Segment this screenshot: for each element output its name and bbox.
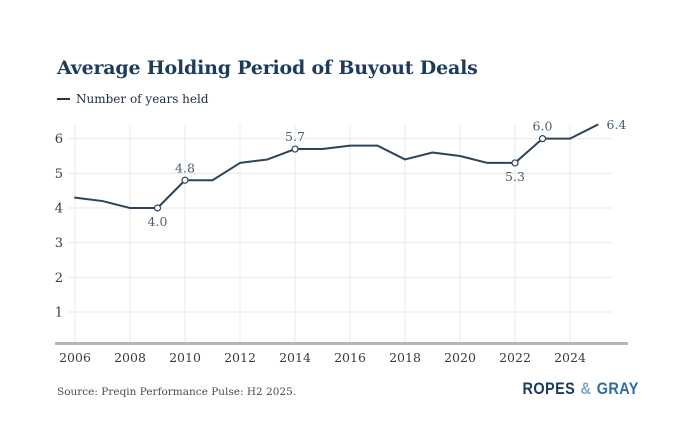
- y-tick-label: 5: [55, 167, 63, 182]
- logo-text-ropes: ROPES: [522, 379, 576, 398]
- source-note: Source: Preqin Performance Pulse: H2 202…: [57, 386, 297, 398]
- logo-text-gray: GRAY: [596, 379, 639, 398]
- y-tick-label: 1: [55, 306, 63, 321]
- logo-ampersand: &: [580, 379, 592, 398]
- data-point-label: 4.8: [175, 160, 195, 175]
- y-tick-label: 2: [55, 271, 63, 286]
- data-point-marker: [153, 204, 162, 212]
- y-tick-label: 6: [55, 132, 63, 147]
- x-tick-label: 2020: [444, 350, 476, 365]
- x-tick-label: 2010: [169, 350, 201, 365]
- data-point-marker: [511, 159, 519, 167]
- legend-line-swatch: [57, 97, 70, 101]
- x-tick-label: 2018: [389, 350, 421, 365]
- x-tick-label: 2022: [499, 350, 531, 365]
- data-line: [74, 123, 599, 209]
- data-point-marker: [291, 145, 299, 153]
- chart-title: Average Holding Period of Buyout Deals: [57, 57, 478, 79]
- x-tick-label: 2016: [334, 350, 366, 365]
- data-point-label: 6.4: [607, 117, 627, 132]
- data-point-marker: [181, 176, 189, 184]
- y-tick-label: 3: [55, 236, 63, 251]
- data-point-label: 6.0: [533, 119, 553, 134]
- x-tick-label: 2008: [114, 350, 146, 365]
- data-point-label: 4.0: [148, 214, 168, 229]
- data-point-label: 5.7: [285, 129, 305, 144]
- x-tick-label: 2014: [279, 350, 311, 365]
- y-tick-label: 4: [55, 201, 63, 216]
- legend: Number of years held: [57, 92, 209, 106]
- data-point-marker: [538, 135, 547, 143]
- x-tick-label: 2006: [59, 350, 91, 365]
- x-tick-label: 2024: [554, 350, 586, 365]
- legend-label: Number of years held: [76, 92, 209, 106]
- data-point-label: 5.3: [505, 169, 525, 184]
- ropes-gray-logo: ROPES & GRAY: [523, 379, 639, 399]
- x-tick-label: 2012: [224, 350, 256, 365]
